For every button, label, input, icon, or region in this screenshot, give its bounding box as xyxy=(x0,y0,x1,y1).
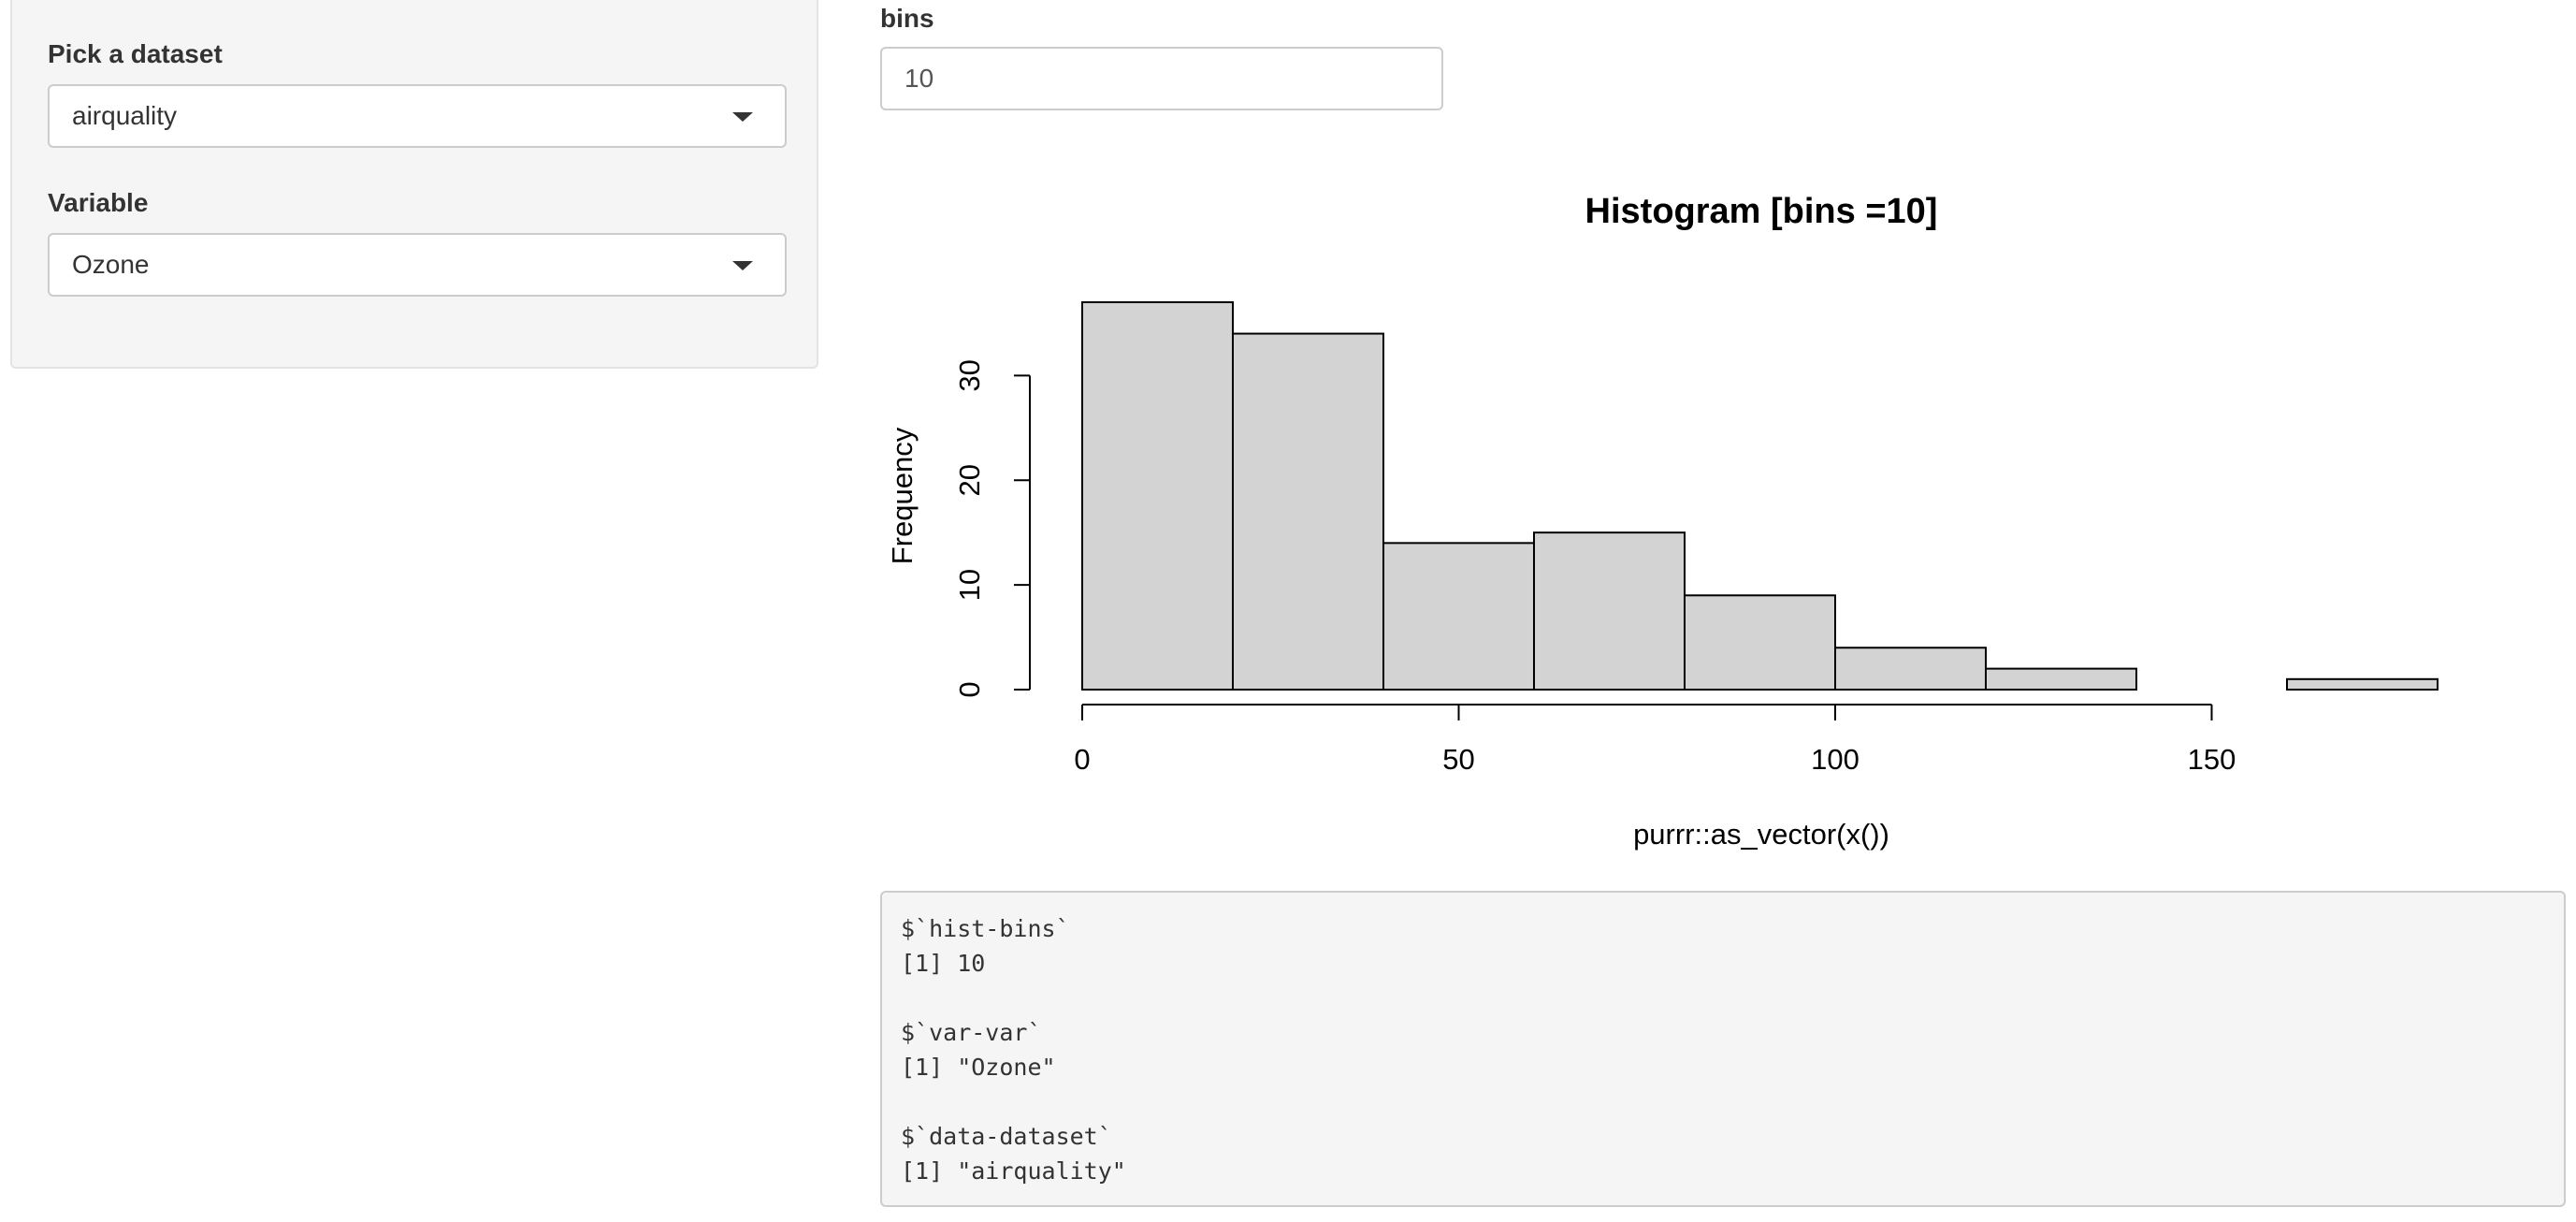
dataset-label: Pick a dataset xyxy=(48,39,223,68)
bins-input[interactable] xyxy=(880,47,1443,110)
bins-label: bins xyxy=(880,4,934,33)
y-tick-label: 30 xyxy=(953,359,986,391)
y-tick-label: 0 xyxy=(953,681,986,697)
histogram-bar xyxy=(1081,301,1234,691)
x-tick-label: 100 xyxy=(1811,743,1860,776)
x-tick-label: 150 xyxy=(2188,743,2236,776)
console-line: $`hist-bins` xyxy=(901,915,1070,942)
variable-label: Variable xyxy=(48,188,149,217)
dataset-select-value: airquality xyxy=(72,101,178,130)
histogram-bar xyxy=(1985,667,2137,691)
histogram-bar xyxy=(1684,594,1836,691)
y-tick-label: 10 xyxy=(953,569,986,601)
x-tick-label: 0 xyxy=(1074,743,1090,776)
console-line: [1] "Ozone" xyxy=(901,1054,1056,1081)
histogram-bar xyxy=(1834,647,1987,691)
variable-select[interactable]: Ozone xyxy=(48,233,787,297)
sidebar-panel: Pick a dataset airquality Variable Ozone xyxy=(10,0,818,369)
x-axis-title: purrr::as_vector(x()) xyxy=(1633,818,1889,851)
console-line: [1] 10 xyxy=(901,950,986,977)
caret-down-icon xyxy=(732,112,753,122)
y-axis-title: Frequency xyxy=(886,427,919,564)
y-tick-label: 20 xyxy=(953,464,986,496)
console-line: $`var-var` xyxy=(901,1019,1042,1046)
console-line: $`data-dataset` xyxy=(901,1123,1112,1150)
histogram-bar xyxy=(2286,677,2439,691)
dataset-select[interactable]: airquality xyxy=(48,84,787,148)
histogram-bar xyxy=(1232,332,1384,691)
histogram-plot: Histogram [bins =10]0 50 100 150purrr::as_v… xyxy=(886,192,2439,851)
variable-select-value: Ozone xyxy=(72,250,150,279)
caret-down-icon xyxy=(732,261,753,270)
chart-title: Histogram [bins =10] xyxy=(1585,192,1938,231)
histogram-bar xyxy=(1533,531,1686,691)
console-line: [1] "airquality" xyxy=(901,1157,1126,1185)
x-tick-label: 50 xyxy=(1442,743,1474,776)
histogram-bar xyxy=(1382,542,1535,691)
console-output: $`hist-bins` [1] 10 $`var-var` [1] "Ozon… xyxy=(880,891,2566,1207)
